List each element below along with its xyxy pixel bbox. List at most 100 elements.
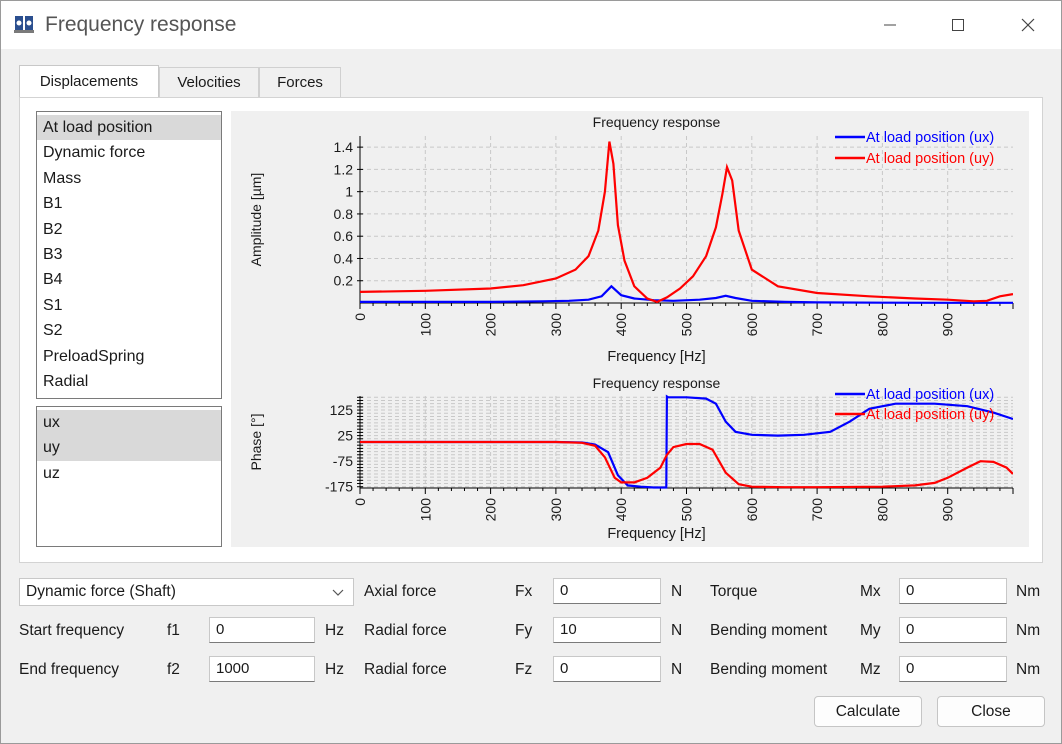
dynamic-force-select-value: Dynamic force (Shaft) [26, 583, 176, 600]
axial-force-unit: N [671, 583, 683, 600]
x-tick-label: 0 [352, 498, 368, 506]
radial-force-z-input[interactable]: 0 [553, 656, 661, 682]
end-frequency-symbol: f2 [167, 661, 180, 678]
list-item[interactable]: B2 [43, 220, 63, 238]
axial-force-symbol: Fx [515, 583, 533, 600]
x-tick-label: 100 [417, 313, 433, 337]
y-tick-label: 1 [345, 184, 353, 200]
chevron-down-icon [332, 589, 344, 596]
close-window-button[interactable] [1005, 7, 1051, 43]
list-item[interactable]: B3 [43, 245, 63, 263]
y-tick-label: 0.8 [334, 206, 354, 222]
close-icon [1021, 18, 1035, 32]
list-item[interactable]: Dynamic force [43, 144, 146, 162]
x-tick-label: 700 [809, 313, 825, 337]
tab-forces[interactable]: Forces [259, 67, 341, 97]
list-item[interactable]: B4 [43, 271, 63, 289]
bending-moment-z-label: Bending moment [710, 661, 828, 678]
axial-force-input[interactable]: 0 [553, 578, 661, 604]
start-frequency-label: Start frequency [19, 622, 125, 639]
position-list[interactable]: At load position Dynamic force Mass B1 B… [36, 111, 222, 399]
start-frequency-input[interactable]: 0 [209, 617, 315, 643]
y-tick-label: -175 [325, 479, 353, 495]
y-axis-label: Amplitude [µm] [248, 173, 264, 267]
list-item[interactable]: B1 [43, 195, 63, 213]
list-item[interactable]: At load position [37, 115, 221, 141]
series-line-uy [360, 141, 1013, 304]
end-frequency-unit: Hz [325, 661, 344, 678]
list-item[interactable]: PreloadSpring [43, 347, 145, 365]
end-frequency-label: End frequency [19, 661, 119, 678]
radial-force-y-label: Radial force [364, 622, 447, 639]
legend-label: At load position (uy) [866, 151, 994, 167]
bending-moment-y-input[interactable]: 0 [899, 617, 1007, 643]
direction-list[interactable]: ux uy uz [36, 406, 222, 547]
x-tick-label: 200 [483, 498, 499, 522]
x-tick-label: 800 [874, 498, 890, 522]
x-tick-label: 800 [874, 313, 890, 337]
x-tick-label: 300 [548, 498, 564, 522]
bending-moment-y-unit: Nm [1016, 622, 1041, 639]
chart-title: Frequency response [593, 375, 721, 391]
x-tick-label: 100 [417, 498, 433, 522]
minimize-button[interactable] [867, 7, 913, 43]
list-item[interactable]: S1 [43, 296, 63, 314]
close-button[interactable]: Close [937, 696, 1045, 727]
axial-force-label: Axial force [364, 583, 437, 600]
chart-area: 0 100 200 300 400 500 600 700 800 900 0.2 0.4 0.6 0.8… [231, 111, 1029, 547]
bending-moment-z-input[interactable]: 0 [899, 656, 1007, 682]
y-tick-label: 1.4 [334, 139, 354, 155]
y-axis-label: Phase [°] [248, 414, 264, 471]
radial-force-y-input[interactable]: 10 [553, 617, 661, 643]
x-tick-label: 400 [613, 313, 629, 337]
plot-background [360, 136, 1013, 303]
list-item[interactable]: ux [37, 410, 221, 436]
x-tick-label: 300 [548, 313, 564, 337]
app-logo-icon [14, 16, 34, 33]
radial-force-z-unit: N [671, 661, 683, 678]
calculate-button[interactable]: Calculate [814, 696, 922, 727]
radial-force-z-symbol: Fz [515, 661, 533, 678]
torque-label: Torque [710, 583, 758, 600]
x-tick-label: 900 [940, 498, 956, 522]
end-frequency-input[interactable]: 1000 [209, 656, 315, 682]
start-frequency-unit: Hz [325, 622, 344, 639]
start-frequency-symbol: f1 [167, 622, 180, 639]
bending-moment-y-label: Bending moment [710, 622, 828, 639]
bending-moment-z-symbol: Mz [860, 661, 881, 678]
bending-moment-z-unit: Nm [1016, 661, 1041, 678]
dynamic-force-select[interactable]: Dynamic force (Shaft) [19, 578, 354, 606]
torque-symbol: Mx [860, 583, 881, 600]
x-tick-label: 400 [613, 498, 629, 522]
x-axis-label: Frequency [Hz] [607, 349, 705, 365]
x-axis-label: Frequency [Hz] [607, 526, 705, 542]
legend-label: At load position (ux) [866, 387, 994, 403]
x-tick-label: 500 [679, 498, 695, 522]
radial-force-y-symbol: Fy [515, 622, 533, 639]
list-item[interactable]: uy [37, 435, 221, 461]
maximize-icon [952, 19, 964, 31]
chart-title: Frequency response [593, 114, 721, 130]
torque-unit: Nm [1016, 583, 1041, 600]
tab-velocities[interactable]: Velocities [159, 67, 259, 97]
tab-displacements[interactable]: Displacements [19, 65, 159, 97]
list-item[interactable]: uz [43, 464, 60, 482]
maximize-button[interactable] [935, 7, 981, 43]
y-tick-label: 0.2 [334, 273, 354, 289]
window-title: Frequency response [45, 13, 237, 36]
title-bar[interactable]: Frequency response [1, 1, 1061, 49]
x-tick-label: 200 [483, 313, 499, 337]
x-tick-label: 500 [679, 313, 695, 337]
list-item[interactable]: Radial [43, 372, 89, 390]
x-tick-label: 600 [744, 313, 760, 337]
y-tick-label: 0.6 [334, 228, 354, 244]
list-item[interactable]: S2 [43, 322, 63, 340]
torque-input[interactable]: 0 [899, 578, 1007, 604]
x-tick-label: 600 [744, 498, 760, 522]
x-tick-label: 0 [352, 313, 368, 321]
series-line-ux [360, 284, 1013, 304]
y-tick-label: 1.2 [334, 161, 354, 177]
list-item[interactable]: Mass [43, 169, 82, 187]
x-tick-label: 900 [940, 313, 956, 337]
